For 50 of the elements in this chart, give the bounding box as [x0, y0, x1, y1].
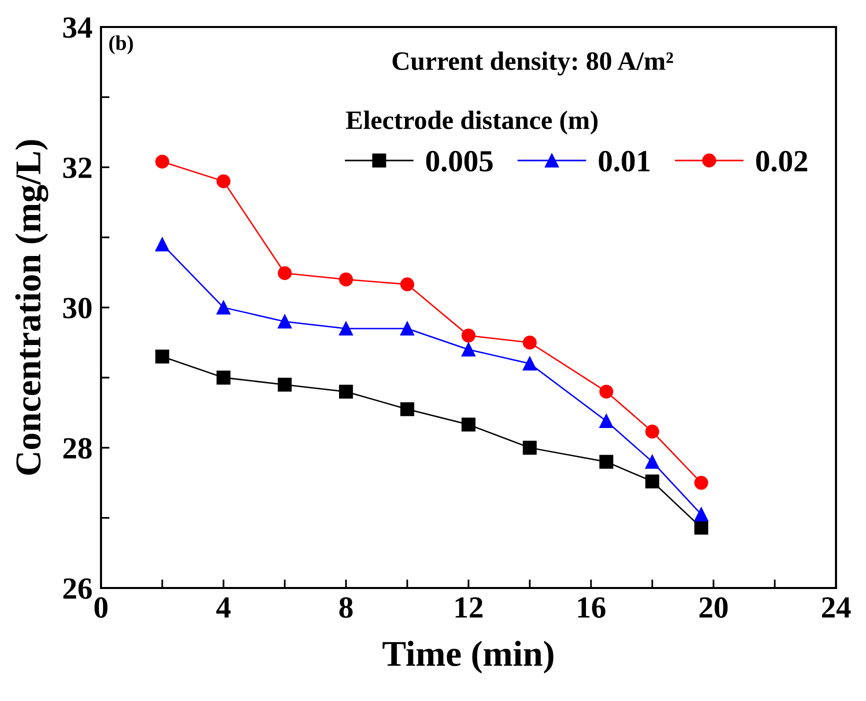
point: [599, 384, 614, 399]
point: [599, 454, 614, 469]
point: [278, 266, 292, 280]
x-axis-title: Time (min): [382, 640, 554, 674]
point: [400, 402, 414, 416]
x-tick-label: 4: [216, 597, 231, 618]
point: [278, 378, 292, 392]
y-axis-title: Concentration (mg/L): [15, 140, 48, 475]
legend-label: 0.005: [426, 150, 493, 172]
point: [462, 418, 476, 432]
point: [216, 370, 230, 385]
y-tick-label: 26: [63, 578, 92, 599]
point: [694, 507, 708, 522]
x-tick-label: 24: [822, 597, 851, 618]
point: [462, 342, 476, 357]
point: [155, 350, 170, 364]
annotation: Current density: 80 A/m²: [392, 51, 674, 76]
x-tick-label: 16: [578, 597, 606, 618]
y-tick-label: 34: [63, 17, 92, 38]
point: [694, 520, 708, 535]
point: [694, 476, 708, 490]
point: [462, 328, 476, 342]
point: [400, 322, 414, 336]
point: [216, 174, 230, 188]
point: [522, 440, 537, 455]
point: [155, 154, 170, 169]
point: [339, 272, 353, 286]
legend-label: 0.01: [598, 150, 650, 172]
point: [645, 474, 660, 488]
legend-title: Electrode distance (m): [346, 110, 598, 135]
point: [400, 277, 414, 292]
point: [522, 336, 537, 350]
legend-label: 0.02: [756, 150, 808, 172]
point: [155, 237, 170, 252]
y-tick-label: 28: [63, 438, 92, 459]
point: [645, 424, 660, 439]
point: [339, 384, 353, 399]
y-tick-label: 30: [63, 298, 92, 318]
x-tick-label: 20: [700, 597, 728, 618]
point: [599, 414, 614, 428]
point: [522, 356, 537, 371]
point: [645, 454, 660, 469]
point: [339, 322, 353, 336]
x-tick-label: 12: [456, 597, 482, 618]
point: [216, 300, 230, 314]
x-tick-label: 0: [94, 597, 108, 618]
y-tick-label: 32: [63, 158, 92, 178]
annotation: (b): [109, 35, 133, 54]
x-tick-label: 8: [339, 597, 353, 618]
point: [278, 314, 292, 328]
